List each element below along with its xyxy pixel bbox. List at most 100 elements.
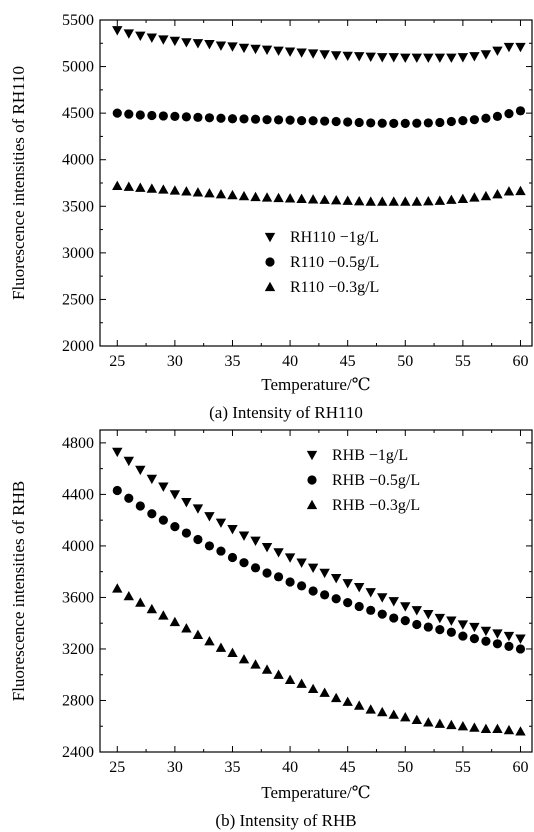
data-point bbox=[204, 512, 215, 522]
data-point bbox=[169, 185, 181, 195]
legend-marker bbox=[306, 499, 318, 510]
data-point bbox=[492, 188, 503, 199]
data-point bbox=[492, 629, 503, 639]
data-point bbox=[273, 46, 284, 56]
data-point bbox=[400, 616, 410, 626]
y-tick-label: 4000 bbox=[62, 152, 94, 169]
data-point bbox=[503, 42, 515, 53]
data-point bbox=[446, 194, 457, 204]
data-point bbox=[388, 597, 399, 607]
data-point bbox=[330, 51, 342, 61]
x-tick-label: 45 bbox=[340, 353, 356, 370]
data-point bbox=[320, 116, 330, 126]
y-tick-label: 2400 bbox=[62, 744, 94, 761]
data-point bbox=[457, 721, 469, 731]
data-point bbox=[515, 106, 526, 116]
data-point bbox=[146, 603, 158, 614]
legend-label: R110 −0.5g/L bbox=[290, 254, 379, 271]
data-point bbox=[319, 50, 330, 60]
legend: RH110 −1g/L R110 −0.5g/L R110 −0.3g/L bbox=[264, 229, 379, 296]
data-point bbox=[342, 195, 353, 205]
data-point bbox=[250, 191, 261, 202]
data-point bbox=[342, 696, 353, 706]
y-tick-label: 2800 bbox=[62, 692, 94, 709]
data-point bbox=[423, 622, 433, 632]
y-tick-label: 3000 bbox=[62, 245, 94, 262]
data-point bbox=[423, 118, 433, 128]
legend-label: RH110 −1g/L bbox=[290, 229, 379, 246]
x-tick-label: 30 bbox=[167, 759, 183, 776]
data-point bbox=[216, 546, 226, 556]
legend-marker bbox=[264, 232, 276, 243]
data-point bbox=[365, 588, 376, 598]
data-point bbox=[411, 606, 422, 616]
data-point bbox=[343, 117, 353, 127]
x-axis-label: Temperature/℃ bbox=[261, 783, 370, 802]
data-point bbox=[411, 53, 422, 63]
data-point bbox=[227, 525, 238, 535]
data-point bbox=[400, 602, 411, 612]
data-point bbox=[158, 111, 168, 121]
data-point bbox=[457, 193, 469, 203]
data-point bbox=[354, 700, 365, 710]
panel-b-rhb: 2400 2800 3200 3600 4000 4400 4800 25 30 35 40 45 50… bbox=[9, 429, 533, 830]
data-point bbox=[181, 623, 192, 633]
data-point bbox=[215, 188, 227, 199]
data-point bbox=[458, 115, 468, 126]
data-point bbox=[354, 601, 364, 612]
data-point bbox=[204, 40, 215, 50]
data-point bbox=[423, 610, 434, 620]
y-tick-label: 4400 bbox=[62, 486, 94, 503]
panel-caption: (a) Intensity of RH110 bbox=[209, 403, 363, 422]
data-point bbox=[147, 110, 157, 121]
data-point bbox=[261, 192, 273, 202]
data-point bbox=[146, 474, 158, 485]
data-point bbox=[492, 46, 503, 56]
legend: RHB −1g/L RHB −0.5g/L RHB −0.3g/L bbox=[306, 447, 420, 514]
data-point bbox=[112, 485, 122, 496]
data-point bbox=[158, 610, 169, 620]
data-point bbox=[238, 654, 250, 664]
data-point bbox=[503, 631, 515, 642]
data-point bbox=[123, 181, 134, 191]
data-point bbox=[412, 118, 422, 128]
data-point bbox=[330, 573, 342, 584]
data-point bbox=[204, 188, 215, 198]
legend-marker bbox=[307, 475, 317, 485]
legend-label: RHB −1g/L bbox=[332, 447, 408, 464]
data-point bbox=[158, 515, 168, 525]
data-point bbox=[262, 568, 272, 578]
data-point bbox=[239, 114, 249, 124]
x-tick-label: 35 bbox=[224, 353, 240, 370]
data-point bbox=[307, 563, 319, 574]
x-tick-label: 30 bbox=[167, 353, 183, 370]
data-point bbox=[400, 118, 410, 128]
data-point bbox=[377, 593, 388, 603]
data-point bbox=[192, 187, 204, 197]
legend-marker bbox=[265, 257, 275, 267]
y-tick-label: 5000 bbox=[62, 59, 94, 76]
data-point bbox=[377, 609, 387, 619]
x-tick-label: 50 bbox=[397, 353, 413, 370]
data-point bbox=[261, 45, 273, 56]
data-point bbox=[227, 647, 238, 657]
data-point bbox=[308, 116, 318, 126]
panel-caption: (b) Intensity of RHB bbox=[215, 811, 356, 830]
data-point bbox=[112, 108, 122, 118]
data-point bbox=[285, 577, 295, 587]
data-point bbox=[273, 192, 284, 203]
data-point bbox=[331, 594, 341, 604]
data-point bbox=[284, 193, 296, 203]
data-point bbox=[400, 712, 411, 722]
data-point bbox=[515, 644, 526, 654]
x-tick-label: 60 bbox=[512, 353, 528, 370]
data-point bbox=[342, 51, 353, 62]
data-point bbox=[192, 39, 204, 49]
data-point bbox=[216, 113, 226, 123]
data-point bbox=[446, 616, 457, 626]
x-tick-label: 60 bbox=[512, 759, 528, 776]
y-axis-label: Fluorescence intensities of RH110 bbox=[9, 66, 28, 300]
data-point bbox=[273, 572, 284, 582]
data-point bbox=[435, 117, 445, 128]
